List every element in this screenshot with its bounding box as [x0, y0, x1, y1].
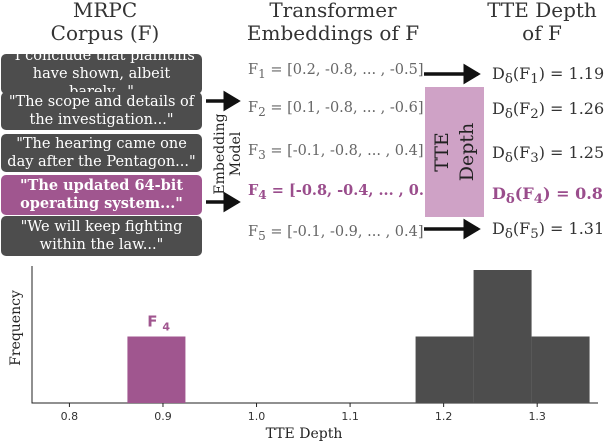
sentence-card-4-highlighted: "The updated 64-bit operating system..."	[1, 175, 202, 215]
sentence-card-3: "The hearing came one day after the Pent…	[1, 134, 202, 172]
tte-depth-line2: Depth	[456, 123, 478, 182]
histogram-annotation-sub: 4	[162, 321, 170, 334]
histogram-bar	[531, 336, 590, 403]
depth-header-line2: of F	[522, 21, 562, 45]
embedding-4-highlighted: F4 = [-0.8, -0.4, ... , 0.1]	[248, 182, 441, 202]
depth-1: Dδ(F1) = 1.19	[492, 64, 604, 88]
x-tick-label: 0.8	[61, 410, 79, 423]
tte-depth-label: TTE Depth	[431, 123, 478, 182]
x-tick-label: 1.2	[435, 410, 453, 423]
sentence-text-5: "We will keep fighting within the law...…	[20, 219, 183, 253]
histogram-axes	[31, 266, 598, 404]
depth-4-highlighted: Dδ(F4) = 0.87	[492, 184, 604, 208]
y-axis-label: Frequency	[8, 290, 24, 366]
tte-depth-box: TTE Depth	[425, 87, 484, 217]
sentence-card-5: "We will keep fighting within the law...…	[1, 216, 202, 256]
embedding-model-line2: Model	[228, 131, 244, 176]
histogram-chart: Frequency TTE Depth 0.8 0.9 1.0 1.1 1.2 1.3 F 4	[8, 266, 598, 442]
sentence-text-2: "The scope and details of the investigat…	[8, 94, 195, 128]
x-axis-label: TTE Depth	[266, 426, 343, 442]
embedding-3: F3 = [-0.1, -0.8, ... , 0.4]	[248, 143, 424, 162]
depth-2: Dδ(F2) = 1.26	[492, 99, 604, 123]
embeddings-header-line2: Embeddings of F	[246, 21, 420, 45]
x-tick-label: 1.1	[341, 410, 359, 423]
depth-3: Dδ(F3) = 1.25	[492, 143, 604, 167]
histogram-annotation: F	[147, 313, 157, 331]
x-tick-label: 1.3	[528, 410, 546, 423]
depth-header-line1: TTE Depth	[487, 0, 597, 22]
sentence-card-1: "I conclude that plaintiffs have shown, …	[1, 48, 202, 100]
embedding-2: F2 = [0.1, -0.8, ... , -0.6]	[248, 100, 424, 119]
embedding-1: F1 = [0.2, -0.8, ... , -0.5]	[248, 62, 424, 81]
embedding-model-label: Embedding Model	[212, 114, 244, 194]
depth-5: Dδ(F5) = 1.31	[492, 219, 604, 243]
histogram-bar	[415, 336, 474, 403]
tte-depth-line1: TTE	[431, 132, 453, 172]
embeddings-header: Transformer Embeddings of F	[243, 0, 423, 45]
corpus-header-line2: Corpus (F)	[50, 21, 160, 45]
embedding-model-line1: Embedding	[212, 114, 228, 194]
sentence-text-4: "The updated 64-bit operating system..."	[19, 177, 184, 212]
corpus-header: MRPC Corpus (F)	[40, 0, 170, 45]
histogram-bar	[473, 270, 532, 403]
histogram-bar-highlighted	[127, 336, 186, 403]
sentence-card-2: "The scope and details of the investigat…	[1, 92, 202, 130]
corpus-header-line1: MRPC	[72, 0, 138, 22]
embedding-5: F5 = [-0.1, -0.9, ... , 0.4]	[248, 224, 424, 243]
x-tick-label: 0.9	[154, 410, 172, 423]
sentence-text-3: "The hearing came one day after the Pent…	[7, 136, 196, 170]
depth-header: TTE Depth of F	[480, 0, 604, 45]
x-tick-label: 1.0	[248, 410, 266, 423]
embeddings-header-line1: Transformer	[269, 0, 397, 22]
